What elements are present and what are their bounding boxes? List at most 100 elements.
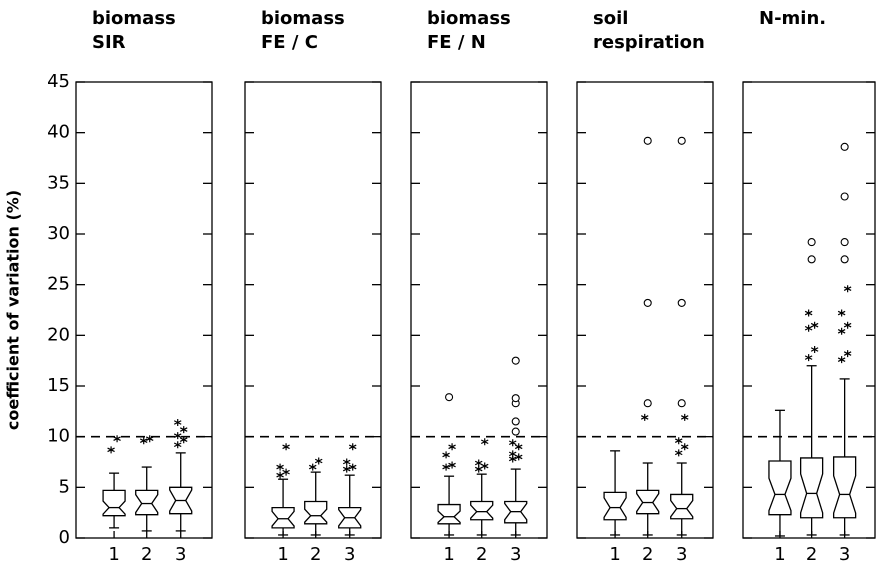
- flier: [448, 443, 456, 451]
- panel-title: biomass: [427, 8, 511, 29]
- extreme: [643, 136, 652, 145]
- extreme: [807, 238, 816, 247]
- x-tick-label: 1: [443, 544, 454, 565]
- flier: [348, 463, 357, 471]
- panel-frame: [75, 81, 213, 539]
- box: [271, 506, 295, 529]
- box: [768, 460, 792, 516]
- flier: [804, 354, 813, 362]
- flier: [448, 461, 456, 469]
- panel-title: biomass: [261, 8, 345, 29]
- extreme: [643, 399, 652, 408]
- box: [437, 503, 461, 525]
- panel-title: FE / C: [261, 32, 318, 53]
- extreme: [840, 192, 849, 201]
- extreme: [840, 255, 849, 264]
- flier: [442, 451, 450, 459]
- x-tick-label: 2: [476, 544, 487, 565]
- panel-title: N-min.: [759, 8, 826, 29]
- flier: [514, 443, 523, 451]
- y-tick-label: 40: [47, 122, 70, 143]
- flier: [837, 327, 846, 335]
- y-axis-label: coefficient of variation (%): [4, 190, 23, 430]
- flier: [276, 463, 284, 471]
- extreme: [511, 356, 520, 365]
- y-tick-label: 25: [47, 274, 70, 295]
- panel-title: SIR: [92, 32, 126, 53]
- extreme: [840, 238, 849, 247]
- y-tick-label: 45: [47, 71, 70, 92]
- x-tick-label: 2: [141, 544, 152, 565]
- box: [135, 489, 159, 516]
- extreme: [807, 255, 816, 264]
- y-tick-label: 30: [47, 223, 70, 244]
- flier: [179, 426, 188, 434]
- panel-title: respiration: [593, 32, 705, 53]
- flier: [308, 463, 317, 471]
- flier: [843, 350, 852, 358]
- x-tick-label: 3: [510, 544, 521, 565]
- box: [603, 491, 627, 521]
- flier: [342, 465, 351, 473]
- x-tick-label: 3: [344, 544, 355, 565]
- extreme: [643, 298, 652, 307]
- flier: [282, 443, 290, 451]
- flier: [474, 459, 483, 467]
- flier: [508, 450, 517, 458]
- box: [304, 500, 328, 525]
- box: [169, 486, 193, 515]
- flier: [113, 435, 121, 443]
- flier: [843, 321, 852, 329]
- flier: [139, 437, 148, 445]
- y-tick-label: 5: [59, 476, 70, 497]
- flier: [680, 443, 689, 451]
- x-tick-label: 2: [806, 544, 817, 565]
- flier: [276, 471, 284, 479]
- panel-frame: [576, 81, 714, 539]
- y-tick-label: 10: [47, 426, 70, 447]
- extreme: [511, 417, 520, 426]
- flier: [282, 468, 290, 476]
- extreme: [445, 393, 454, 402]
- flier: [173, 441, 182, 449]
- y-tick-label: 20: [47, 324, 70, 345]
- flier: [674, 437, 683, 445]
- box: [799, 457, 824, 519]
- panel-title: FE / N: [427, 32, 486, 53]
- flier: [640, 413, 649, 421]
- flier: [179, 436, 188, 444]
- flier: [680, 413, 689, 421]
- box: [504, 500, 528, 524]
- x-tick-label: 3: [839, 544, 850, 565]
- flier: [508, 439, 517, 447]
- flier: [837, 309, 846, 317]
- y-tick-label: 0: [59, 527, 70, 548]
- y-tick-label: 35: [47, 172, 70, 193]
- flier: [342, 458, 351, 466]
- flier: [810, 321, 819, 329]
- flier: [804, 309, 813, 317]
- panel-frame: [410, 81, 548, 539]
- extreme: [511, 394, 520, 403]
- y-tick-label: 15: [47, 375, 70, 396]
- flier: [837, 356, 846, 364]
- flier: [810, 346, 819, 354]
- panel-title: soil: [593, 8, 628, 29]
- flier: [314, 457, 323, 465]
- flier: [173, 432, 182, 440]
- box: [102, 489, 126, 517]
- x-tick-label: 1: [277, 544, 288, 565]
- extreme: [677, 136, 686, 145]
- flier: [107, 446, 115, 454]
- x-tick-label: 1: [774, 544, 785, 565]
- extreme: [677, 399, 686, 408]
- box: [338, 506, 362, 529]
- flier: [173, 418, 182, 426]
- panel-title: biomass: [92, 8, 176, 29]
- panel-frame: [742, 81, 876, 539]
- x-tick-label: 2: [642, 544, 653, 565]
- box: [832, 456, 857, 519]
- flier: [145, 435, 154, 443]
- box: [636, 489, 660, 515]
